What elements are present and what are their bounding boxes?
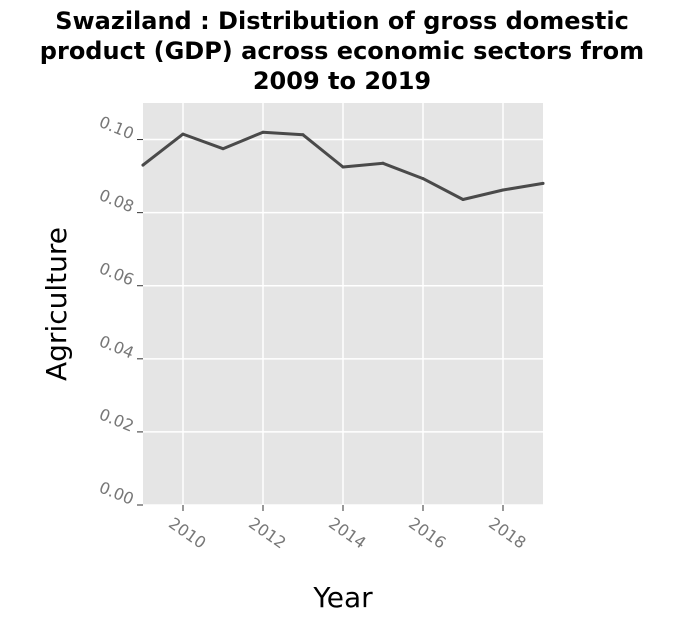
y-tick-label: 0.10	[96, 112, 136, 143]
data-point	[261, 130, 265, 134]
x-axis-label: Year	[312, 581, 373, 614]
data-point	[461, 197, 465, 201]
data-point	[381, 161, 385, 165]
x-tick-label: 2010	[165, 514, 209, 553]
y-tick-label: 0.02	[96, 405, 136, 436]
chart-title: Swaziland : Distribution of gross domest…	[39, 7, 645, 95]
y-tick-label: 0.00	[96, 478, 136, 509]
data-point	[541, 181, 545, 185]
data-point	[181, 132, 185, 136]
y-tick-label: 0.04	[96, 332, 136, 363]
y-axis-label: Agriculture	[40, 227, 73, 381]
data-point	[141, 163, 145, 167]
x-tick-label: 2014	[325, 514, 369, 553]
data-point	[301, 133, 305, 137]
data-point	[341, 165, 345, 169]
data-point	[221, 147, 225, 151]
x-tick-label: 2012	[245, 514, 289, 553]
data-point	[501, 188, 505, 192]
x-tick-label: 2018	[485, 514, 529, 553]
y-tick-label: 0.08	[96, 185, 136, 216]
y-tick-label: 0.06	[96, 258, 136, 289]
x-tick-label: 2016	[405, 514, 449, 553]
data-point	[421, 177, 425, 181]
